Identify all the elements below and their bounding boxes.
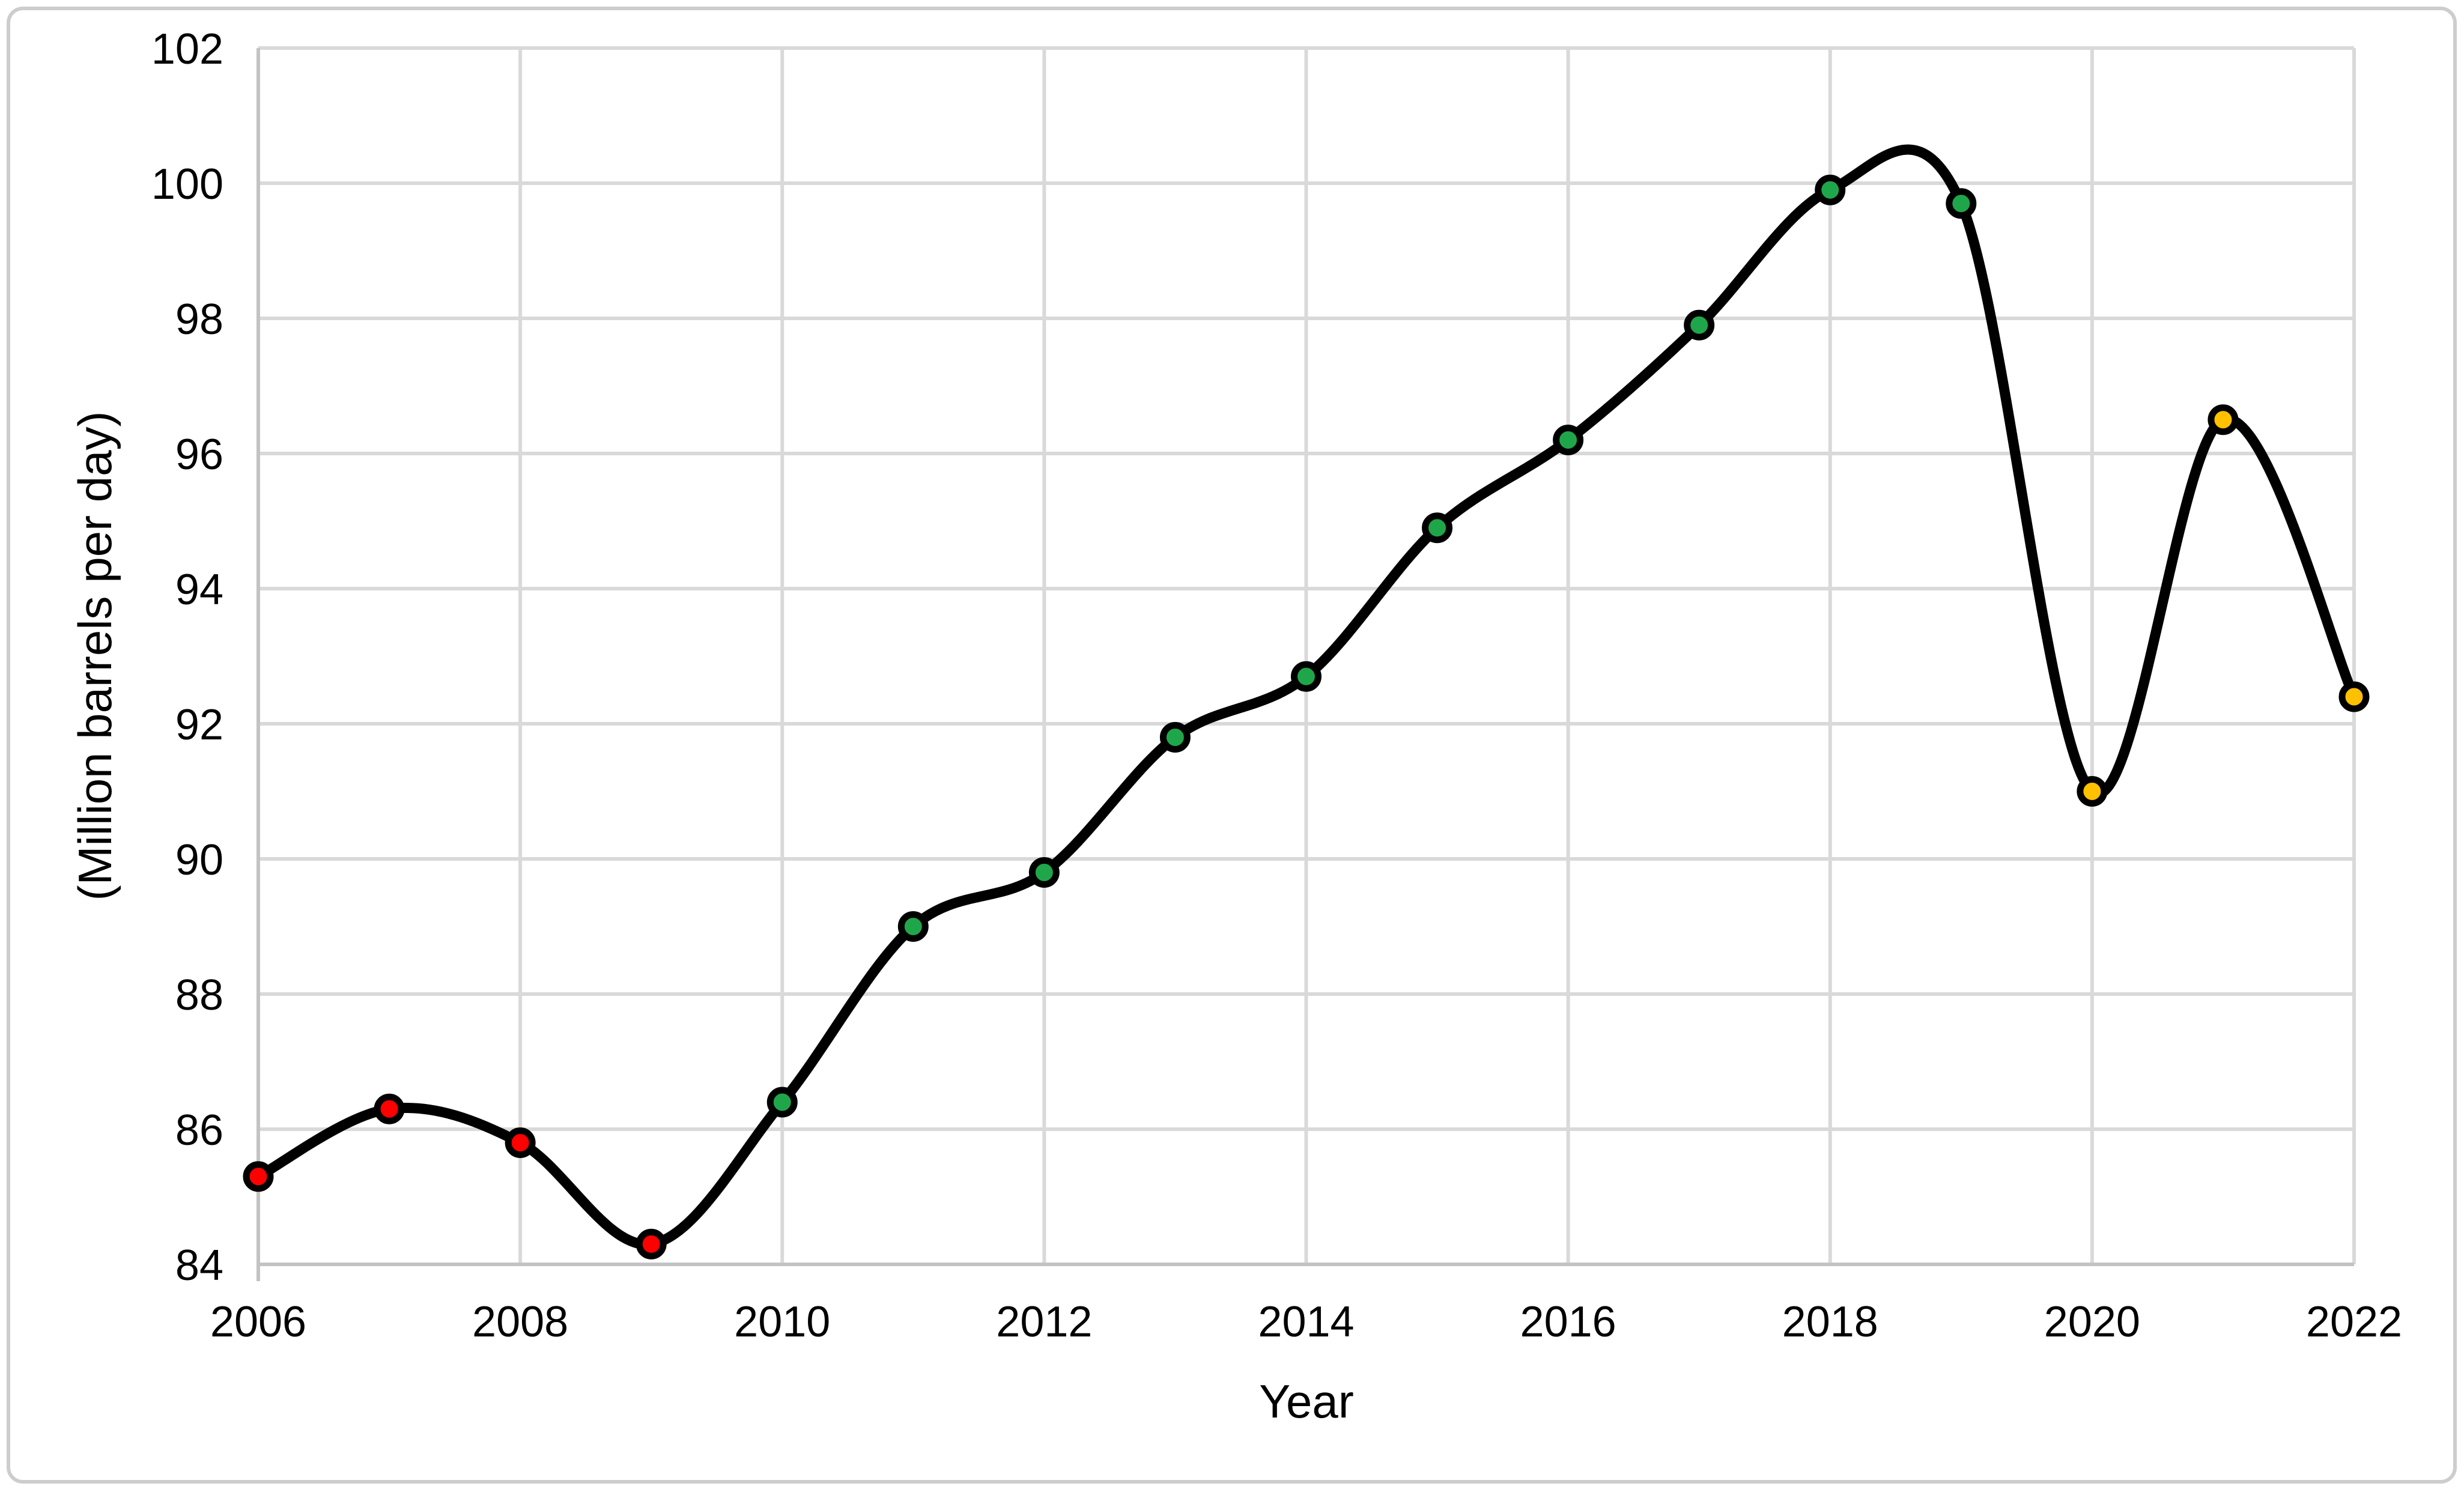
y-tick-84: 84 bbox=[175, 1242, 223, 1290]
x-tick-2008: 2008 bbox=[472, 1298, 568, 1346]
data-point-2021 bbox=[2208, 404, 2239, 435]
x-tick-2016: 2016 bbox=[1520, 1298, 1616, 1346]
y-tick-86: 86 bbox=[175, 1106, 223, 1154]
data-point-2018 bbox=[1815, 174, 1846, 205]
data-point-2006 bbox=[243, 1161, 274, 1192]
data-point-markers bbox=[243, 174, 2370, 1260]
y-tick-94: 94 bbox=[175, 566, 223, 614]
data-point-2010 bbox=[766, 1087, 798, 1118]
x-tick-2012: 2012 bbox=[996, 1298, 1092, 1346]
x-tick-2006: 2006 bbox=[210, 1298, 306, 1346]
x-tick-2020: 2020 bbox=[2044, 1298, 2140, 1346]
y-tick-98: 98 bbox=[175, 296, 223, 344]
y-tick-88: 88 bbox=[175, 971, 223, 1019]
x-tick-2014: 2014 bbox=[1258, 1298, 1354, 1346]
data-point-2011 bbox=[897, 911, 929, 942]
data-point-2009 bbox=[636, 1228, 667, 1260]
y-axis-tick-labels: 84 86 88 90 92 94 96 98 100 102 bbox=[151, 25, 223, 1290]
y-tick-96: 96 bbox=[175, 431, 223, 479]
x-tick-2018: 2018 bbox=[1782, 1298, 1878, 1346]
data-point-2007 bbox=[374, 1093, 405, 1124]
data-point-2013 bbox=[1159, 722, 1191, 753]
data-point-2017 bbox=[1684, 309, 1715, 341]
y-tick-102: 102 bbox=[151, 25, 223, 73]
axis-lines bbox=[256, 48, 2354, 1281]
y-axis-title: (Million barrels per day) bbox=[68, 411, 121, 901]
y-tick-100: 100 bbox=[151, 160, 223, 208]
data-point-2015 bbox=[1422, 512, 1453, 544]
x-tick-2022: 2022 bbox=[2306, 1298, 2402, 1346]
x-axis-title: Year bbox=[1259, 1375, 1354, 1428]
x-axis-tick-labels: 2006 2008 2010 2012 2014 2016 2018 2020 2022 bbox=[210, 1298, 2402, 1346]
data-point-2022 bbox=[2338, 681, 2370, 712]
data-point-2012 bbox=[1028, 857, 1060, 888]
data-point-2008 bbox=[505, 1127, 536, 1158]
y-tick-92: 92 bbox=[175, 701, 223, 749]
data-point-2019 bbox=[1946, 188, 1977, 219]
y-tick-90: 90 bbox=[175, 836, 223, 884]
x-tick-2010: 2010 bbox=[734, 1298, 830, 1346]
data-point-2014 bbox=[1291, 661, 1322, 692]
data-point-2016 bbox=[1553, 425, 1584, 455]
chart-frame bbox=[7, 7, 2457, 1484]
data-point-2020 bbox=[2077, 776, 2108, 807]
